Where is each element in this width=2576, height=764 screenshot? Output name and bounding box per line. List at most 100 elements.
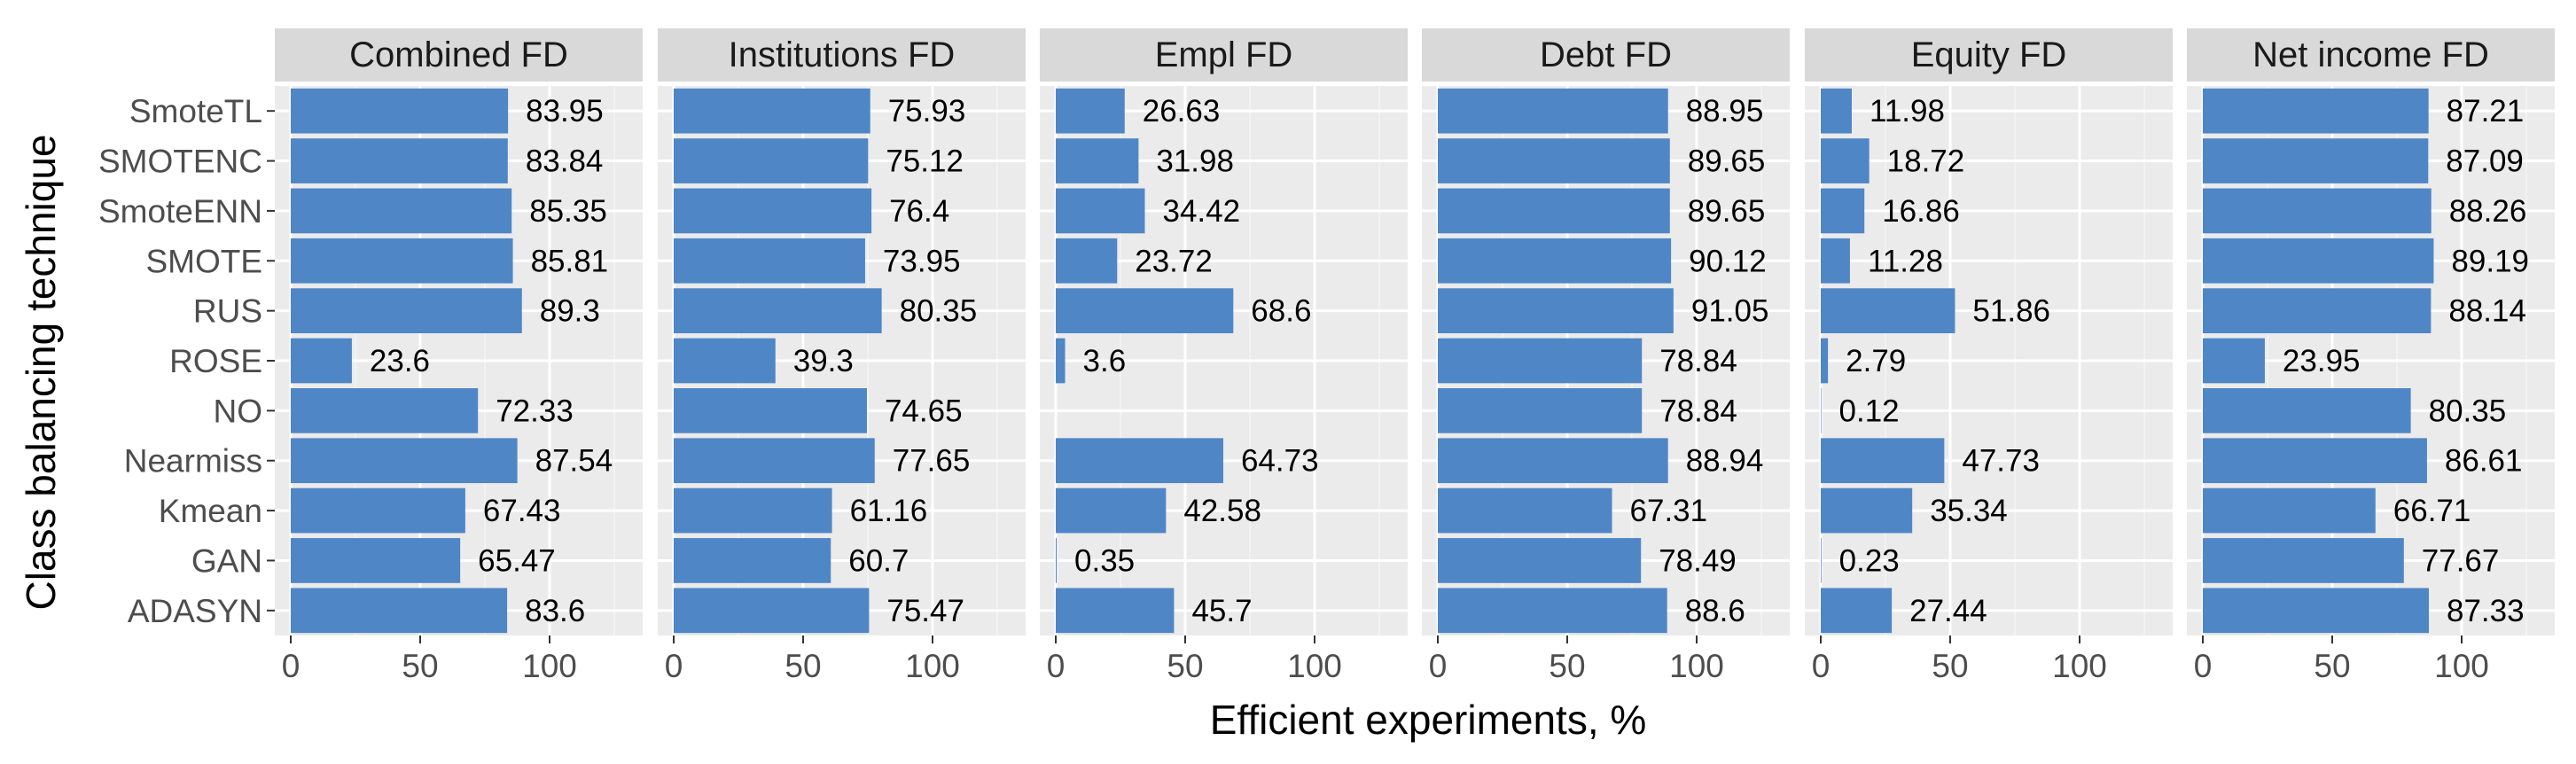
data-label: 78.84 [1659,344,1737,378]
data-label: 87.21 [2447,94,2525,129]
x-tick-label: 50 [402,648,438,684]
data-label: 89.65 [1688,194,1766,229]
facet-panel: Equity FD 11.98 18.72 16.86 11.28 51.86 2.79 0.… [1805,28,2173,684]
bar [2203,288,2432,333]
data-label: 51.86 [1972,294,2050,329]
category-axis-labels: SmoteTL SMOTENC SmoteENN SMOTE RUS ROSE NO Near… [98,93,275,629]
bar [674,538,831,583]
data-label: 83.6 [525,594,585,628]
x-tick-label: 50 [1932,648,1968,684]
data-label: 0.35 [1074,543,1135,578]
data-label: 3.6 [1083,344,1127,378]
bar [291,588,508,634]
facet-title: Net income FD [2252,35,2489,74]
bar [1438,588,1667,634]
bar [1056,487,1167,534]
data-label: 88.26 [2449,194,2527,229]
data-label: 88.95 [1686,94,1764,129]
facet-panel: Debt FD 88.95 89.65 89.65 90.12 91.05 78.84 78.… [1422,28,1790,684]
x-tick-label: 100 [522,648,577,684]
facet-strip [1805,28,2173,82]
data-label: 88.94 [1686,444,1764,479]
data-label: 64.73 [1241,444,1319,479]
bar [1821,288,1955,333]
bar [2203,188,2432,234]
x-tick-label: 0 [2194,648,2213,684]
bar [1438,487,1612,534]
data-label: 31.98 [1156,144,1234,179]
data-label: 60.7 [848,543,909,578]
category-label: SMOTE [145,243,262,279]
bar [1821,188,1865,234]
bar [1821,438,1945,484]
data-label: 42.58 [1183,494,1261,528]
category-label: SMOTENC [98,144,262,180]
data-label: 2.79 [1846,344,1906,378]
bar [1821,588,1893,634]
data-label: 83.95 [526,94,604,129]
bar [674,238,865,284]
facet-title: Institutions FD [729,35,956,74]
data-label: 80.35 [900,294,978,329]
bar [1438,188,1670,234]
facet-strip [275,28,643,82]
data-label: 87.09 [2446,144,2524,179]
bar [674,588,870,634]
data-label: 87.54 [535,444,613,479]
bar [2203,438,2427,484]
x-axis-title: Efficient experiments, % [1210,697,1647,743]
x-tick-label: 100 [1287,648,1342,684]
data-label: 47.73 [1962,444,2040,479]
x-tick-label: 50 [1167,648,1203,684]
data-label: 83.84 [526,144,604,179]
bar [2203,338,2265,384]
bar [1056,538,1058,583]
bar [291,138,508,183]
data-label: 88.6 [1685,594,1745,628]
category-label: Kmean [159,493,262,529]
facet-panel: Empl FD 26.63 31.98 34.42 23.72 68.6 3.6 64.73 4… [1040,28,1408,684]
facet-strip [1040,28,1408,82]
bar [2203,588,2430,634]
bar [1821,138,1870,183]
x-tick-label: 100 [2052,648,2107,684]
category-label: RUS [193,293,262,330]
bar [1056,188,1145,234]
bar [674,88,870,134]
data-label: 0.23 [1839,543,1900,578]
bar [1438,138,1670,183]
category-label: NO [214,393,263,429]
bar [1056,288,1234,333]
data-label: 89.3 [540,294,600,329]
x-tick-label: 0 [1812,648,1831,684]
data-label: 72.33 [496,394,574,428]
x-tick-label: 50 [1549,648,1585,684]
x-tick-label: 50 [785,648,821,684]
bar [1821,388,1822,433]
x-tick-label: 0 [1047,648,1066,684]
category-label: SmoteENN [98,193,262,230]
bar [2203,388,2411,433]
data-label: 73.95 [883,244,961,278]
data-label: 76.4 [889,194,949,229]
data-label: 11.28 [1868,244,1943,278]
data-label: 89.19 [2451,244,2529,278]
data-label: 45.7 [1191,594,1252,628]
data-label: 35.34 [1930,494,2008,528]
bar [291,388,479,433]
bar [1821,338,1829,384]
data-label: 74.65 [885,394,963,428]
facet-title: Debt FD [1540,35,1672,74]
bar [1438,338,1643,384]
data-label: 75.47 [886,594,964,628]
facet-panel: Institutions FD 75.93 75.12 76.4 73.95 80.35 3… [658,28,1026,684]
bar [2203,238,2434,284]
facet-panels: Combined FD 83.95 83.84 85.35 85.81 89.3 23.6 7… [275,28,2555,684]
facet-strip [2187,28,2555,82]
data-label: 77.65 [893,444,971,479]
bar [1056,138,1139,183]
x-tick-label: 0 [665,648,683,684]
data-label: 87.33 [2447,594,2525,628]
data-label: 80.35 [2429,394,2507,428]
